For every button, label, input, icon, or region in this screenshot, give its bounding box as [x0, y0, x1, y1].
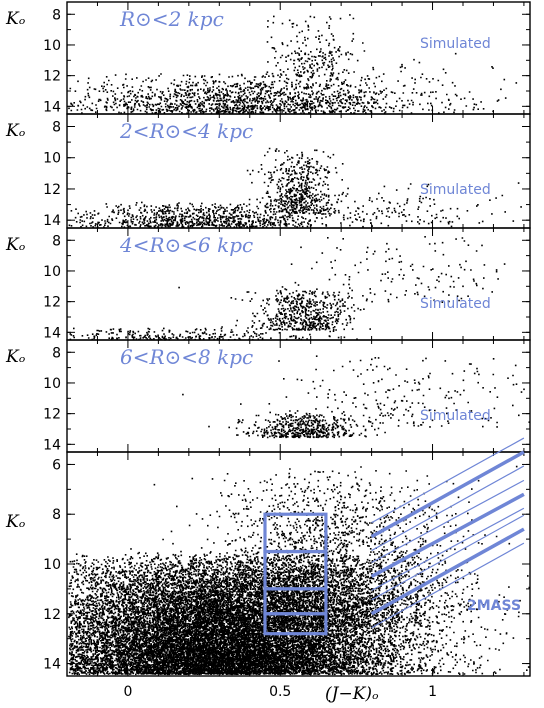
y-tick-label: 10	[43, 151, 61, 167]
y-axis-label: Kₒ	[5, 121, 26, 141]
point-cloud-2	[262, 14, 364, 78]
selection-boxes	[263, 512, 328, 636]
y-tick-label: 14	[43, 99, 61, 115]
diagonal-strips	[370, 437, 525, 629]
simulated-tag: Simulated	[420, 182, 491, 198]
strip-edge	[371, 542, 525, 629]
strip-edge	[371, 514, 525, 601]
y-tick-label: 8	[52, 507, 61, 523]
panel-1: 8 10 12 14 Kₒ R⊙<2 kpc Simulated	[5, 1, 531, 115]
y-tick-label: 8	[52, 233, 61, 249]
panel-3: 8 10 12 14 Kₒ 4<R⊙<6 kpc Simulated	[5, 227, 531, 341]
y-tick-label: 6	[52, 457, 61, 473]
scatter-points	[68, 14, 518, 115]
x-axis-label: (J−K)ₒ	[325, 684, 379, 704]
y-axis-label: Kₒ	[5, 235, 26, 255]
survey-tag: 2MASS	[467, 598, 521, 614]
panel-radius-label: 6<R⊙<8 kpc	[120, 345, 253, 369]
y-tick-label: 8	[52, 345, 61, 361]
strip-edge	[371, 507, 525, 591]
simulated-tag: Simulated	[420, 296, 491, 312]
y-tick-label: 12	[43, 295, 61, 311]
y-tick-label: 12	[43, 182, 61, 198]
y-tick-label: 12	[43, 407, 61, 423]
scatter-points	[68, 147, 522, 228]
y-tick-label: 14	[43, 657, 61, 673]
x-tick-label: 0.5	[269, 684, 291, 700]
simulated-tag: Simulated	[420, 36, 491, 52]
point-cloud-2	[221, 287, 371, 331]
y-tick-label: 10	[43, 38, 61, 54]
y-tick-label: 10	[43, 264, 61, 280]
strip-center	[370, 527, 525, 616]
selection-box	[263, 612, 328, 636]
point-cloud-1	[69, 327, 358, 341]
panel-radius-label: 4<R⊙<6 kpc	[119, 233, 253, 257]
y-tick-label: 12	[43, 69, 61, 85]
point-cloud-2	[128, 465, 518, 628]
point-cloud-1	[68, 201, 453, 228]
point-cloud-1	[208, 411, 400, 439]
strip-center	[370, 450, 525, 539]
strip-edge	[371, 437, 525, 524]
panel-radius-label: 2<R⊙<4 kpc	[119, 119, 253, 143]
simulated-tag: Simulated	[420, 408, 491, 424]
strip-center	[370, 492, 525, 578]
scatter-points	[68, 465, 531, 676]
y-tick-label: 10	[43, 376, 61, 392]
strip-edge	[371, 479, 525, 564]
scatter-points	[69, 236, 506, 341]
point-cloud-1	[68, 73, 502, 115]
point-cloud-3	[252, 182, 522, 225]
y-axis-label: Kₒ	[5, 347, 26, 367]
y-tick-label: 14	[43, 325, 61, 341]
panel-radius-label: R⊙<2 kpc	[119, 7, 224, 31]
x-tick-label: 1	[428, 684, 437, 700]
y-tick-label: 8	[52, 119, 61, 135]
y-axis-label: Kₒ	[5, 512, 26, 532]
y-tick-label: 12	[43, 607, 61, 623]
strip-edge	[371, 465, 525, 552]
x-tick-label: 0	[123, 684, 132, 700]
point-cloud-2	[243, 147, 360, 214]
panel-5: 6 8 10 12 14 0 0.5 1 Kₒ 2MASS	[5, 437, 531, 700]
y-tick-label: 14	[43, 213, 61, 229]
panel-2: 8 10 12 14 Kₒ 2<R⊙<4 kpc Simulated	[5, 113, 531, 229]
scatter-points	[182, 355, 531, 439]
y-tick-label: 8	[52, 7, 61, 23]
panel-4: 8 10 12 14 Kₒ 6<R⊙<8 kpc Simulated	[5, 339, 531, 453]
y-tick-label: 10	[43, 557, 61, 573]
y-axis-label: Kₒ	[5, 9, 26, 29]
point-cloud-1	[68, 551, 531, 676]
y-tick-label: 14	[43, 437, 61, 453]
